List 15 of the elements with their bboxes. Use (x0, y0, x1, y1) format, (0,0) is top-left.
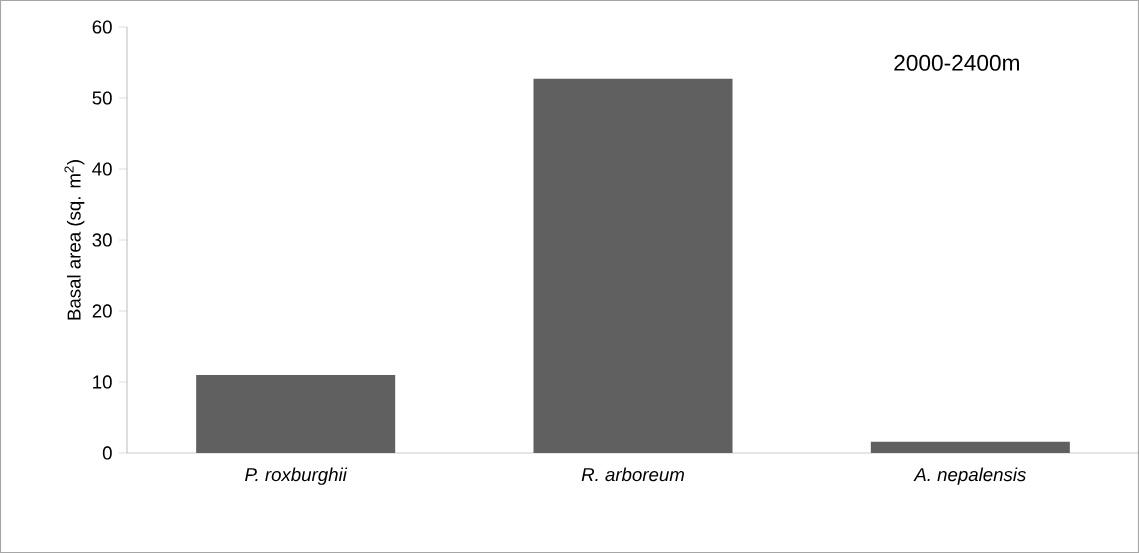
y-axis-title: Basal area (sq. m$^{2}$) (64, 160, 85, 320)
y-tick-label: 60 (92, 20, 112, 34)
y-tick-label: 20 (92, 304, 112, 318)
y-tick-label: 40 (92, 162, 112, 176)
x-tick-label: P. roxburghii (245, 467, 348, 485)
text: 2000-2400m (894, 54, 1019, 71)
bar (870, 441, 1070, 453)
x-tick-label: A. nepalensis (913, 467, 1026, 485)
y-tick-label: 30 (92, 233, 112, 247)
y-tick-label: 0 (102, 446, 112, 460)
x-tick-label: R. arboreum (581, 467, 684, 482)
y-tick-label: 10 (93, 375, 112, 389)
bar (196, 374, 396, 453)
bar (533, 78, 733, 453)
y-tick-label: 50 (92, 91, 112, 105)
